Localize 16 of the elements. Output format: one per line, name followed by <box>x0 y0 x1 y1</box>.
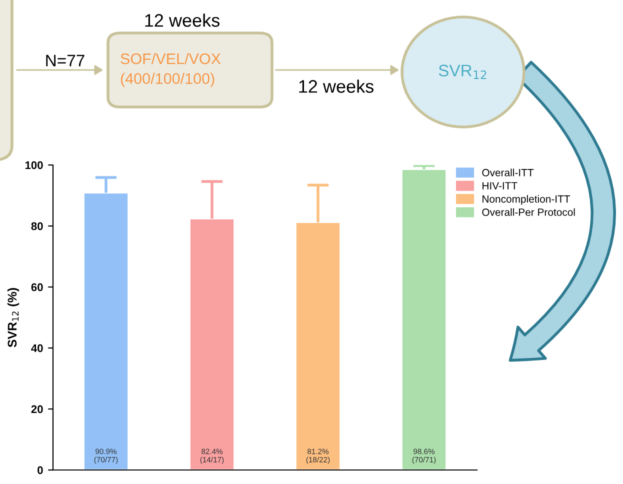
legend-label: HIV-ITT <box>482 182 518 190</box>
y-tick-label: 80 <box>31 222 43 230</box>
text: N=77 <box>46 54 84 66</box>
text: SVR$_{12}$ <box>438 64 486 80</box>
text: 12 weeks <box>299 80 374 93</box>
y-tick-label: 100 <box>25 161 43 170</box>
y-tick-label: 0 <box>38 466 43 474</box>
y-tick-label: 40 <box>31 344 43 352</box>
y-axis-title: SVR$_{12}$ (%) <box>7 288 20 348</box>
legend-label: Overall-Per Protocol <box>482 208 575 216</box>
text: 12 weeks <box>145 14 220 27</box>
legend-label: Noncompletion-ITT <box>482 195 570 205</box>
y-tick-label: 60 <box>31 283 43 292</box>
y-tick-label: 20 <box>31 405 43 414</box>
text: SOF/VEL/VOX (400/100/100) <box>120 52 221 87</box>
legend-label: Overall-ITT <box>482 168 534 176</box>
